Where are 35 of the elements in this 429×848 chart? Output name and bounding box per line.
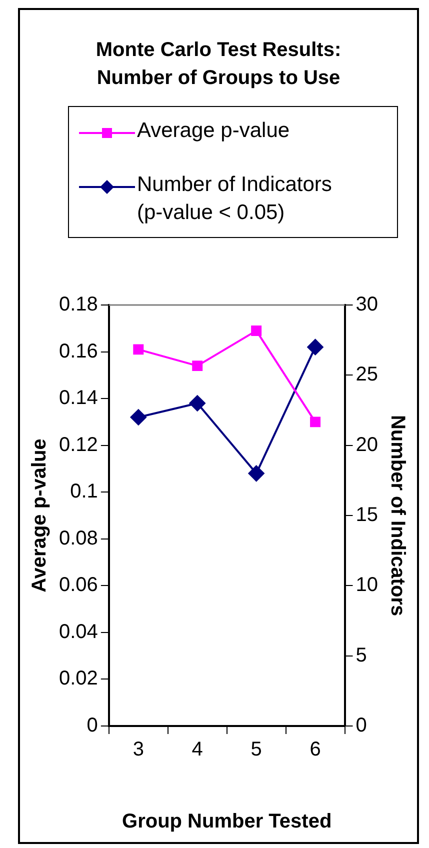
legend-label: Number of Indicators (p-value < 0.05)	[137, 172, 332, 226]
point	[307, 339, 324, 356]
point	[133, 344, 144, 355]
point	[192, 360, 203, 372]
y-tick-label: 0.04	[58, 620, 98, 643]
y-tick-label: 0.06	[58, 574, 98, 596]
y2-tick-label: 5	[356, 644, 367, 666]
y-tick-label: 0.02	[58, 668, 98, 690]
point	[189, 395, 206, 412]
chart-title: Monte Carlo Test Results: Number of Groups to Use	[94, 38, 342, 91]
y2-axis-title: Number of Indicators	[386, 414, 408, 616]
y2-tick-label: 20	[356, 434, 378, 456]
x-axis-title: Group Number Tested	[122, 810, 332, 833]
point	[130, 409, 146, 426]
y-tick-label: 0.18	[58, 294, 98, 316]
point	[248, 465, 264, 482]
y-tick-label: 0.16	[58, 340, 98, 362]
y2-tick-label: 0	[356, 714, 367, 737]
y2-tick-label: 15	[356, 504, 378, 526]
y-tick-label: 0.08	[58, 527, 98, 550]
y2-tick-label: 10	[356, 574, 378, 596]
point	[310, 416, 321, 428]
y-axis-title: Average p-value	[28, 438, 51, 592]
y-tick-label: 0.12	[58, 434, 98, 456]
y2-tick-label: 25	[356, 364, 378, 386]
y2-tick-label: 30	[356, 294, 378, 316]
x-tick-label: 5	[250, 738, 262, 761]
y-tick-label: 0.1	[70, 480, 98, 503]
y-tick-label: 0.14	[58, 387, 98, 410]
point	[251, 325, 262, 336]
x-tick-label: 4	[192, 738, 203, 761]
x-tick-label: 6	[310, 738, 321, 761]
legend-label: Average p-value	[137, 118, 290, 144]
y-tick-label: 0	[86, 714, 98, 737]
x-tick-label: 3	[132, 738, 144, 761]
